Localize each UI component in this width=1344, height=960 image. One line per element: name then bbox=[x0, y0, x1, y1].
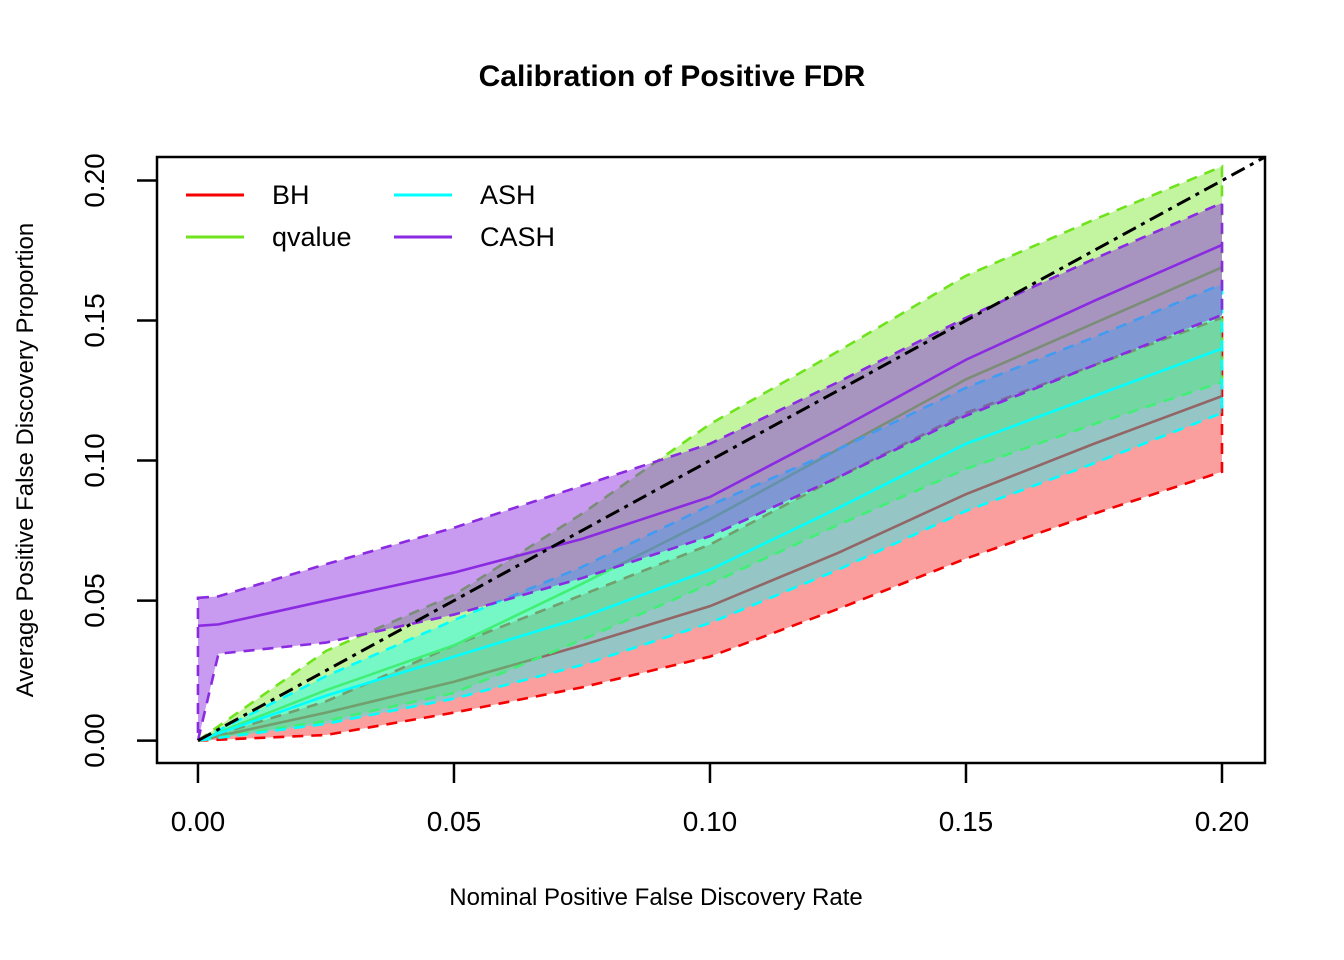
bh-confidence-band bbox=[197, 315, 1224, 742]
y-axis-label: Average Positive False Discovery Proport… bbox=[12, 222, 39, 698]
legend-label-ash: ASH bbox=[480, 180, 536, 210]
x-axis-tick-label: 0.05 bbox=[427, 806, 482, 837]
y-axis-tick-label: 0.05 bbox=[79, 573, 110, 628]
x-axis-tick-label: 0.00 bbox=[171, 806, 226, 837]
cash-confidence-band bbox=[196, 200, 1224, 741]
x-axis-label: Nominal Positive False Discovery Rate bbox=[449, 884, 863, 911]
qvalue-mean-line bbox=[197, 266, 1223, 742]
identity-reference-line bbox=[197, 155, 1266, 742]
ash-mean-line bbox=[197, 347, 1223, 742]
legend-label-qvalue: qvalue bbox=[272, 222, 352, 252]
bh-mean-line bbox=[197, 394, 1223, 742]
x-axis-tick-label: 0.20 bbox=[1195, 806, 1250, 837]
plot-border bbox=[155, 155, 1267, 765]
cash-mean-line bbox=[197, 243, 1223, 628]
x-axis-tick-label: 0.10 bbox=[683, 806, 738, 837]
legend-label-cash: CASH bbox=[480, 222, 555, 252]
x-axis-tick-label: 0.15 bbox=[939, 806, 994, 837]
y-axis-tick-label: 0.15 bbox=[79, 293, 110, 348]
chart-title: Calibration of Positive FDR bbox=[478, 60, 866, 93]
legend-label-bh: BH bbox=[272, 180, 310, 210]
qvalue-confidence-band bbox=[197, 164, 1224, 742]
y-axis-tick-label: 0.10 bbox=[79, 433, 110, 488]
y-axis-tick-label: 0.00 bbox=[79, 713, 110, 768]
y-axis-tick-label: 0.20 bbox=[79, 153, 110, 208]
